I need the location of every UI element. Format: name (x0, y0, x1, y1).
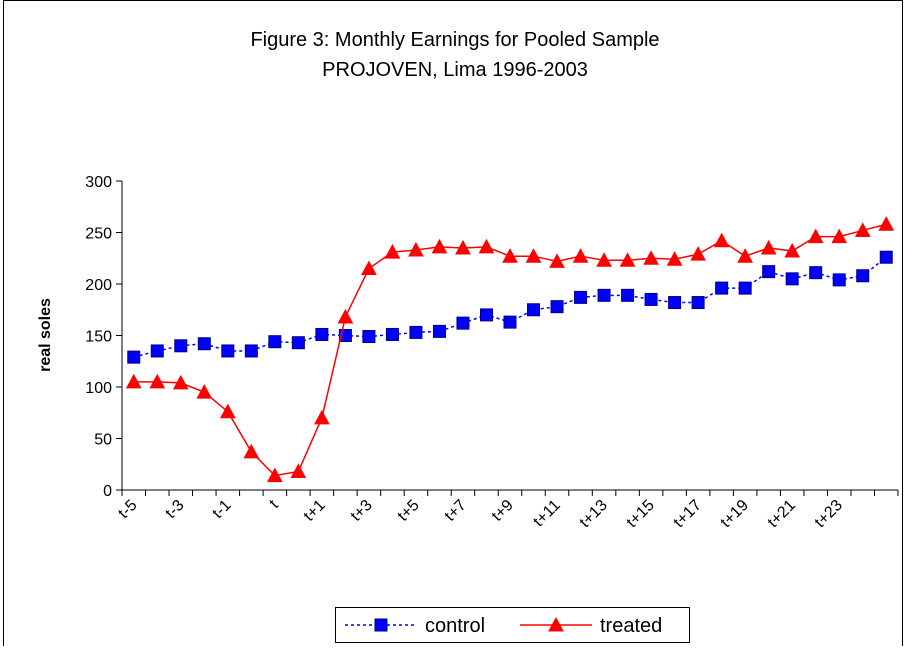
marker (149, 373, 166, 389)
marker (362, 330, 376, 344)
y-axis-label: real soles (37, 298, 54, 372)
marker (785, 272, 799, 286)
marker (374, 618, 388, 632)
marker (268, 335, 282, 349)
marker (125, 373, 142, 389)
chart-title: Figure 3: Monthly Earnings for Pooled Sa… (250, 29, 659, 51)
marker (408, 241, 424, 257)
y-tick-label: 50 (94, 432, 112, 449)
marker (431, 238, 448, 254)
marker (691, 296, 705, 310)
marker (715, 281, 729, 295)
marker (809, 266, 823, 280)
marker (760, 239, 777, 255)
marker (525, 248, 542, 263)
marker (784, 242, 801, 258)
marker (174, 339, 188, 353)
marker (291, 336, 305, 350)
marker (384, 244, 401, 259)
marker (713, 232, 730, 248)
y-tick-label: 0 (103, 483, 112, 500)
marker (267, 467, 283, 483)
legend-label: treated (600, 615, 662, 637)
chart-subtitle: PROJOVEN, Lima 1996-2003 (322, 59, 588, 81)
marker (690, 246, 706, 261)
marker (219, 403, 236, 419)
marker (527, 303, 541, 317)
marker (737, 248, 753, 263)
marker (643, 250, 659, 265)
marker (196, 384, 213, 399)
marker (361, 260, 377, 276)
marker (574, 290, 588, 304)
marker (854, 222, 871, 237)
marker (243, 443, 260, 459)
marker (172, 374, 189, 390)
marker (478, 238, 495, 254)
marker (807, 228, 824, 244)
marker (879, 250, 893, 264)
marker (409, 325, 423, 339)
marker (596, 252, 612, 267)
marker (856, 269, 870, 283)
marker (831, 228, 848, 244)
marker (337, 308, 354, 324)
marker (127, 350, 141, 364)
y-tick-label: 150 (85, 329, 112, 346)
marker (619, 252, 636, 267)
y-tick-label: 300 (85, 174, 112, 191)
marker (314, 409, 330, 425)
marker (455, 239, 471, 255)
marker (244, 344, 258, 358)
marker (432, 324, 446, 338)
marker (502, 248, 518, 263)
marker (668, 296, 682, 310)
marker (479, 308, 493, 322)
marker (503, 315, 517, 329)
marker (315, 327, 329, 341)
chart-frame (3, 0, 903, 651)
marker (456, 316, 470, 330)
marker (738, 281, 752, 295)
y-tick-label: 200 (85, 277, 112, 294)
marker (666, 251, 683, 266)
marker (878, 216, 895, 231)
marker (385, 327, 399, 341)
marker (597, 288, 611, 302)
marker (550, 300, 564, 314)
marker (150, 344, 164, 358)
y-tick-label: 100 (85, 380, 112, 397)
marker (644, 292, 658, 306)
marker (290, 463, 307, 478)
marker (197, 337, 211, 351)
marker (548, 616, 564, 632)
marker (832, 273, 846, 287)
marker (621, 288, 635, 302)
legend-label: control (425, 615, 485, 637)
marker (549, 253, 565, 268)
marker (221, 344, 235, 358)
marker (762, 265, 776, 279)
y-tick-label: 250 (85, 226, 112, 243)
marker (572, 248, 589, 263)
